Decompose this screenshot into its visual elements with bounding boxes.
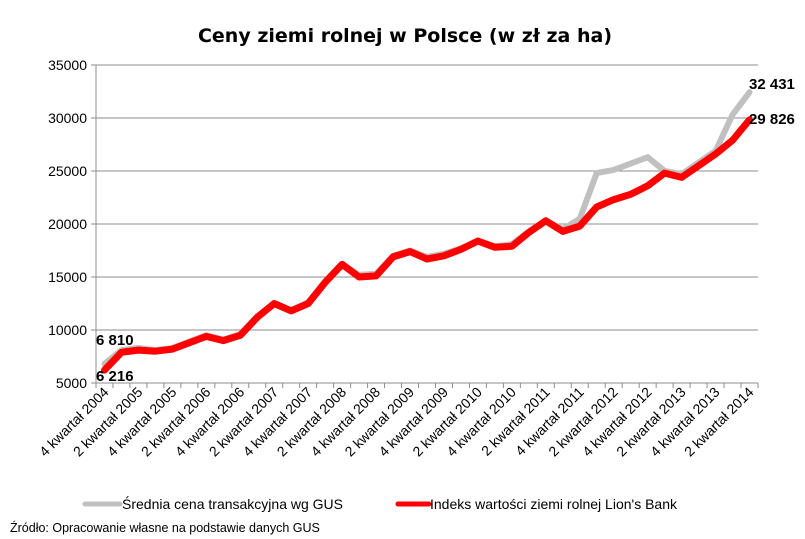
data-label-gus-first: 6 810 (96, 332, 134, 349)
data-label-lion-last: 29 826 (749, 111, 795, 128)
legend-label-lion: Indeks wartości ziemi rolnej Lion's Bank (430, 496, 678, 512)
y-tick-label: 35000 (48, 57, 87, 73)
y-tick-label: 30000 (48, 110, 87, 126)
legend-item-lion: Indeks wartości ziemi rolnej Lion's Bank (395, 496, 678, 512)
data-label-lion-first: 6 216 (96, 368, 134, 385)
y-tick-label: 25000 (48, 163, 87, 179)
gridlines (96, 64, 758, 384)
y-tick-label: 20000 (48, 216, 87, 232)
y-axis: 5000 10000 15000 20000 25000 30000 35000 (48, 57, 97, 391)
y-tick-label: 10000 (48, 322, 87, 338)
legend: Średnia cena transakcyjna wg GUS Indeks … (82, 495, 678, 512)
y-tick-label: 5000 (56, 375, 87, 391)
series-line-lion (101, 116, 753, 374)
legend-item-gus: Średnia cena transakcyjna wg GUS (82, 495, 343, 512)
chart-title: Ceny ziemi rolnej w Polsce (w zł za ha) (198, 25, 612, 47)
data-label-gus-last: 32 431 (749, 76, 795, 93)
legend-label-gus: Średnia cena transakcyjna wg GUS (122, 495, 343, 512)
series-lines (101, 89, 753, 374)
series-line-gus (101, 89, 753, 367)
source-note: Źródło: Opracowanie własne na podstawie … (10, 520, 320, 535)
y-tick-label: 15000 (48, 269, 87, 285)
